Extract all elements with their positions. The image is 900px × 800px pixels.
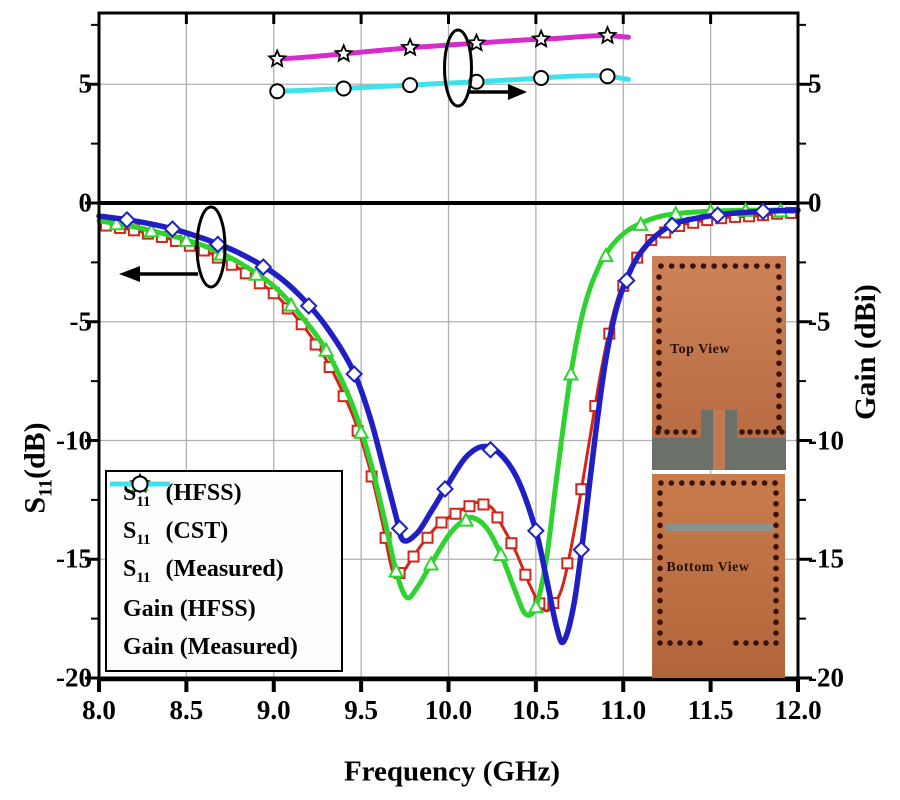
y-right-tick-label: -5 (808, 306, 831, 337)
inset-top-view-label: Top View (670, 342, 730, 357)
legend-swatch (110, 475, 170, 493)
x-tick-label: 11.0 (600, 695, 647, 725)
x-axis-title: Frequency (GHz) (343, 755, 561, 788)
legend-entry: Gain (Measured) (110, 475, 341, 665)
plot-border-and-ticks (85, 11, 812, 692)
left-axis-pointer-annotation (119, 205, 227, 289)
left-axis-title-prefix: S (18, 496, 52, 514)
inset-bottom-view-label: Bottom View (666, 560, 750, 575)
y-left-tick-label: -5 (69, 306, 93, 337)
left-axis-title-suffix: (dB) (18, 422, 52, 480)
legend-entry: Gain (HFSS) (110, 472, 341, 627)
y-left-tick-label: -20 (56, 662, 92, 693)
x-tick-label: 12.0 (774, 695, 822, 725)
legend-label: S11 (CST) (123, 517, 229, 548)
antenna-bottom-view-inset (652, 474, 785, 678)
x-tick-label: 9.5 (344, 695, 378, 725)
x-tick-label: 9.0 (256, 695, 291, 725)
y-right-tick-label: -15 (808, 543, 844, 574)
x-tick-label: 11.5 (687, 695, 734, 725)
right-axis-pointer-annotation (443, 28, 527, 108)
series-markers (266, 24, 618, 68)
y-left-tick-label: 0 (78, 187, 93, 218)
left-axis-title: S11(dB) (19, 422, 58, 513)
legend-label: S11 (HFSS) (123, 479, 242, 510)
y-right-tick-label: -10 (808, 425, 844, 455)
legend-entry: S11 (HFSS) (110, 477, 341, 513)
series-gain-hfss- (266, 24, 631, 68)
x-tick-label: 10.0 (424, 695, 473, 725)
x-tick-label: 8.0 (82, 695, 116, 725)
series-markers (269, 68, 616, 100)
series-s11-measured- (96, 202, 801, 646)
y-right-tick-label: -20 (808, 662, 844, 693)
legend: S11 (HFSS) S11 (CST) S11 (Measured) Gain (HFSS)… (105, 470, 343, 672)
series-gain-measured- (269, 68, 631, 100)
y-left-tick-label: -15 (56, 543, 92, 574)
legend-label: S11 (Measured) (123, 555, 284, 586)
legend-entry: S11 (CST) (110, 474, 341, 551)
y-left-tick-label: 5 (78, 68, 93, 99)
y-left-tick-label: -10 (56, 425, 92, 455)
legend-label: Gain (Measured) (123, 633, 298, 660)
left-axis-title-sub: 11 (35, 479, 57, 497)
y-right-tick-label: 0 (808, 187, 822, 218)
series-markers (118, 202, 772, 559)
x-tick-label: 10.5 (512, 695, 560, 725)
antenna-top-view-inset (652, 256, 786, 470)
legend-entry: S11 (Measured) (110, 474, 341, 589)
y-right-tick-label: 5 (808, 68, 822, 99)
x-tick-label: 8.5 (169, 695, 204, 725)
right-axis-title: Gain (dBi) (849, 284, 882, 420)
legend-label: Gain (HFSS) (123, 595, 256, 622)
